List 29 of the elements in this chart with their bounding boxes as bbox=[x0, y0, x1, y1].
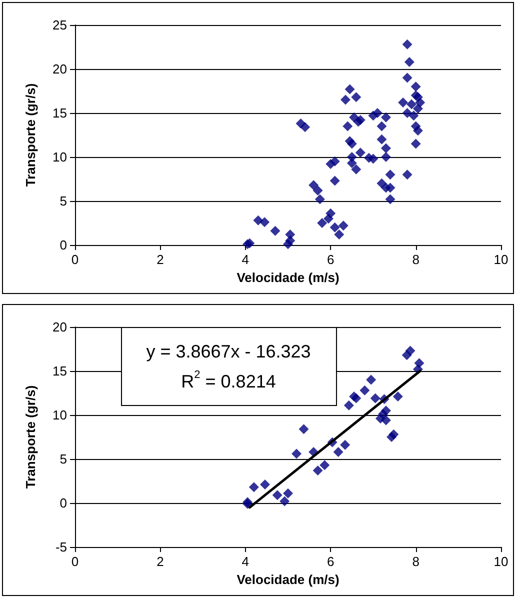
y-axis-title: Transporte (gr/s) bbox=[23, 385, 38, 489]
y-tick-label: 10 bbox=[52, 150, 67, 164]
x-axis-title: Velocidade (m/s) bbox=[236, 572, 340, 587]
x-tick-label: 10 bbox=[494, 554, 508, 569]
x-tick-label: 6 bbox=[326, 252, 334, 267]
y-tick-label: 25 bbox=[52, 18, 67, 32]
y-tick-label: 10 bbox=[52, 408, 67, 422]
x-tick-label: 4 bbox=[242, 252, 250, 267]
y-tick-label: 15 bbox=[52, 106, 67, 120]
y-tick-label: 15 bbox=[52, 364, 67, 378]
x-tick-label: 8 bbox=[412, 252, 420, 267]
y-tick-label: 5 bbox=[60, 194, 67, 208]
annotation: y = 3.8667x - 16.323 bbox=[146, 342, 311, 362]
x-axis-title: Velocidade (m/s) bbox=[236, 270, 340, 285]
y-tick-label: 20 bbox=[52, 62, 67, 76]
y-tick-label: 0 bbox=[60, 238, 67, 252]
x-tick-label: 4 bbox=[242, 554, 250, 569]
x-tick-label: 8 bbox=[412, 554, 420, 569]
y-axis-title: Transporte (gr/s) bbox=[23, 83, 38, 187]
y-tick-label: 20 bbox=[52, 320, 67, 334]
x-tick-label: 2 bbox=[156, 252, 164, 267]
y-tick-label: 5 bbox=[60, 452, 67, 466]
x-tick-label: 2 bbox=[156, 554, 164, 569]
x-tick-label: 0 bbox=[71, 554, 79, 569]
x-tick-label: 10 bbox=[494, 252, 508, 267]
x-tick-label: 6 bbox=[326, 554, 334, 569]
x-tick-label: 0 bbox=[71, 252, 79, 267]
y-tick-label: 0 bbox=[60, 496, 67, 510]
y-tick-label: -5 bbox=[55, 540, 67, 554]
